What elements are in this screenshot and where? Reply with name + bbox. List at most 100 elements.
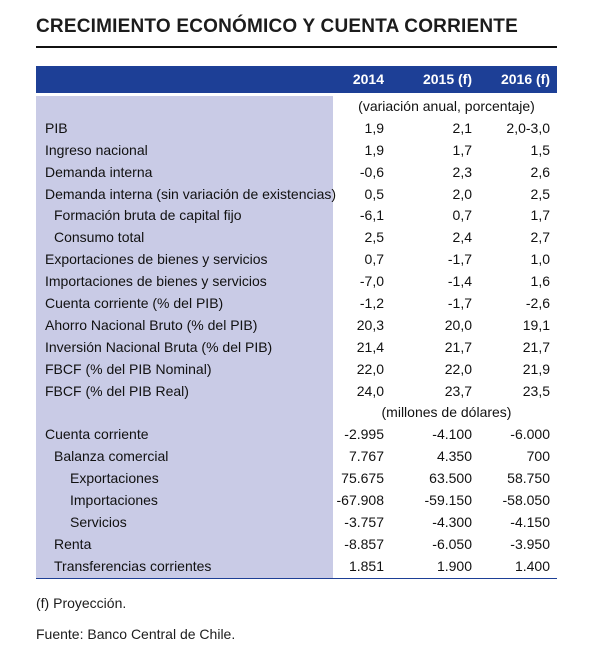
table-row: Transferencias corrientes 1.851 1.900 1.… [36, 556, 557, 578]
value-2015: 1,7 [452, 141, 472, 158]
value-2015: 20,0 [444, 316, 472, 333]
row-label: FBCF (% del PIB Real) [45, 382, 189, 399]
table-row: Ahorro Nacional Bruto (% del PIB) 20,3 2… [36, 315, 557, 337]
value-2015: -1,7 [447, 251, 472, 268]
value-2015: 2,3 [452, 163, 472, 180]
value-2016: -4.150 [510, 513, 550, 530]
value-2016: 19,1 [522, 316, 550, 333]
row-label: Cuenta corriente [45, 426, 149, 443]
value-2016: -2,6 [525, 295, 550, 312]
value-2016: 700 [526, 448, 550, 465]
row-label: FBCF (% del PIB Nominal) [45, 360, 212, 377]
label-column-band [36, 96, 333, 578]
row-label: Demanda interna (sin variación de existe… [45, 185, 337, 202]
value-2014: -6,1 [359, 207, 384, 224]
value-2014: 75.675 [341, 470, 384, 487]
value-2015: -1,7 [447, 295, 472, 312]
value-2015: 0,7 [452, 207, 472, 224]
value-2015: 2,4 [452, 229, 472, 246]
value-2015: -1,4 [447, 273, 472, 290]
value-2014: 0,5 [364, 185, 384, 202]
table-row: Cuenta corriente -2.995 -4.100 -6.000 [36, 424, 557, 446]
table-row: Exportaciones 75.675 63.500 58.750 [36, 468, 557, 490]
value-2016: 2,5 [530, 185, 550, 202]
row-label: Transferencias corrientes [54, 557, 212, 574]
value-2016: 1.400 [514, 557, 550, 574]
value-2014: 1,9 [364, 119, 384, 136]
unit-label-usd: (millones de dólares) [381, 404, 512, 421]
row-label: Demanda interna [45, 163, 153, 180]
header-2014: 2014 [352, 71, 384, 87]
value-2016: -3.950 [510, 535, 550, 552]
data-table: (variación anual, porcentaje) PIB 1,9 2,… [36, 96, 557, 578]
value-2016: -6.000 [510, 426, 550, 443]
value-2015: 23,7 [444, 382, 472, 399]
row-label: Cuenta corriente (% del PIB) [45, 295, 224, 312]
value-2016: 2,6 [530, 163, 550, 180]
row-label: Exportaciones [70, 470, 159, 487]
value-2014: 7.767 [348, 448, 384, 465]
value-2015: 63.500 [429, 470, 472, 487]
table-row: Exportaciones de bienes y servicios 0,7 … [36, 249, 557, 271]
value-2016: 58.750 [507, 470, 550, 487]
value-2014: -8.857 [344, 535, 384, 552]
table-row: Demanda interna (sin variación de existe… [36, 184, 557, 206]
table-row: Servicios -3.757 -4.300 -4.150 [36, 512, 557, 534]
value-2014: -67.908 [336, 492, 384, 509]
value-2016: 2,0-3,0 [506, 119, 550, 136]
row-label: Formación bruta de capital fijo [54, 207, 242, 224]
unit-row-real: (variación anual, porcentaje) [36, 96, 557, 118]
value-2015: -4.100 [432, 426, 472, 443]
value-2016: -58.050 [502, 492, 550, 509]
row-label: Renta [54, 535, 92, 552]
value-2015: 21,7 [444, 338, 472, 355]
value-2016: 1,5 [530, 141, 550, 158]
value-2014: 1.851 [348, 557, 384, 574]
source-note: Fuente: Banco Central de Chile. [36, 626, 236, 642]
row-label: Importaciones de bienes y servicios [45, 273, 267, 290]
table-header: 2014 2015 (f) 2016 (f) [36, 66, 557, 93]
table-row: Inversión Nacional Bruta (% del PIB) 21,… [36, 337, 557, 359]
table-row: Importaciones -67.908 -59.150 -58.050 [36, 490, 557, 512]
value-2015: 2,0 [452, 185, 472, 202]
value-2016: 21,9 [522, 360, 550, 377]
value-2014: -2.995 [344, 426, 384, 443]
value-2016: 2,7 [530, 229, 550, 246]
value-2015: 4.350 [436, 448, 472, 465]
table-row: Ingreso nacional 1,9 1,7 1,5 [36, 140, 557, 162]
row-label: Exportaciones de bienes y servicios [45, 251, 268, 268]
table-row: Cuenta corriente (% del PIB) -1,2 -1,7 -… [36, 293, 557, 315]
row-label: Importaciones [70, 492, 158, 509]
table-row: PIB 1,9 2,1 2,0-3,0 [36, 118, 557, 140]
row-label: Consumo total [54, 229, 145, 246]
value-2014: -1,2 [359, 295, 384, 312]
value-2014: 21,4 [356, 338, 384, 355]
table-bottom-rule [36, 578, 557, 579]
table-row: Consumo total 2,5 2,4 2,7 [36, 227, 557, 249]
title-rule [36, 46, 557, 48]
row-label: Inversión Nacional Bruta (% del PIB) [45, 338, 273, 355]
value-2015: 1.900 [436, 557, 472, 574]
value-2016: 1,0 [530, 251, 550, 268]
value-2014: -0,6 [359, 163, 384, 180]
value-2016: 21,7 [522, 338, 550, 355]
row-label: Balanza comercial [54, 448, 169, 465]
table-row: Formación bruta de capital fijo -6,1 0,7… [36, 205, 557, 227]
table-title: CRECIMIENTO ECONÓMICO Y CUENTA CORRIENTE [36, 16, 518, 37]
row-label: Servicios [70, 513, 127, 530]
unit-label-percent: (variación anual, porcentaje) [358, 98, 535, 114]
row-label: Ingreso nacional [45, 141, 148, 158]
value-2015: 2,1 [452, 119, 472, 136]
value-2016: 1,7 [530, 207, 550, 224]
table-row: Balanza comercial 7.767 4.350 700 [36, 446, 557, 468]
value-2014: -3.757 [344, 513, 384, 530]
value-2014: -7,0 [359, 273, 384, 290]
value-2016: 1,6 [530, 273, 550, 290]
unit-row-usd: (millones de dólares) [36, 402, 557, 424]
table-row: FBCF (% del PIB Nominal) 22,0 22,0 21,9 [36, 359, 557, 381]
value-2014: 20,3 [356, 316, 384, 333]
table-row: Renta -8.857 -6.050 -3.950 [36, 534, 557, 556]
value-2015: -4.300 [432, 513, 472, 530]
footnote: (f) Proyección. [36, 595, 127, 611]
value-2014: 1,9 [364, 141, 384, 158]
